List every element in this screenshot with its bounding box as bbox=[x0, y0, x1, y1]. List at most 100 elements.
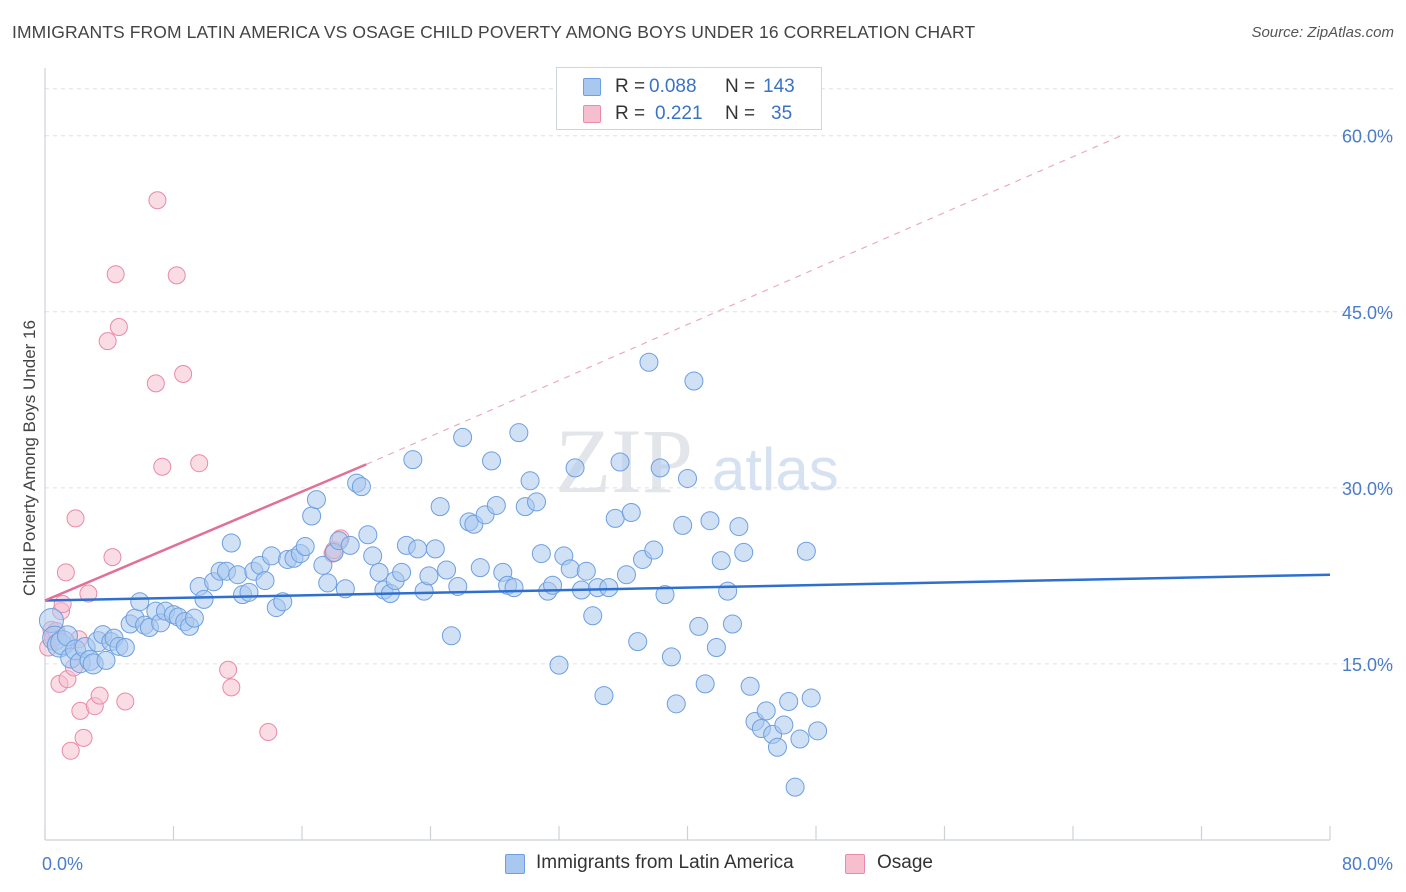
latin-america-point bbox=[718, 581, 738, 601]
latin-america-point bbox=[430, 497, 450, 517]
y-tick-label: 30.0% bbox=[1342, 479, 1393, 499]
latin-america-point bbox=[650, 458, 670, 478]
latin-america-point bbox=[408, 539, 428, 559]
latin-america-point bbox=[453, 427, 473, 447]
y-tick-label: 15.0% bbox=[1342, 655, 1393, 675]
latin-america-point bbox=[306, 490, 326, 510]
latin-america-point bbox=[576, 561, 596, 581]
osage-trend-extension bbox=[366, 135, 1122, 465]
legend-swatch-blue bbox=[583, 78, 601, 96]
latin-america-point bbox=[628, 632, 648, 652]
latin-america-point bbox=[684, 371, 704, 391]
latin-america-point bbox=[369, 562, 389, 582]
latin-america-point bbox=[358, 525, 378, 545]
latin-america-points bbox=[38, 352, 828, 797]
osage-point bbox=[98, 332, 117, 351]
latin-america-point bbox=[661, 647, 681, 667]
osage-point bbox=[222, 678, 241, 697]
latin-america-point bbox=[756, 701, 776, 721]
latin-america-point bbox=[228, 565, 248, 585]
y-tick-label: 60.0% bbox=[1342, 127, 1393, 147]
latin-america-point bbox=[666, 694, 686, 714]
osage-point bbox=[153, 457, 172, 476]
latin-america-point bbox=[403, 450, 423, 470]
series-legend-label-osage: Osage bbox=[877, 852, 933, 873]
latin-america-point bbox=[767, 737, 787, 757]
latin-america-point bbox=[273, 592, 293, 612]
osage-point bbox=[146, 374, 165, 393]
latin-america-point bbox=[115, 637, 135, 657]
osage-point bbox=[66, 509, 85, 528]
legend-r-label: R = bbox=[615, 103, 646, 124]
latin-america-point bbox=[695, 674, 715, 694]
legend-r-value: 0.221 bbox=[655, 103, 703, 124]
latin-america-point bbox=[711, 551, 731, 571]
latin-america-point bbox=[130, 592, 150, 612]
latin-america-point bbox=[486, 495, 506, 515]
latin-america-point bbox=[363, 546, 383, 566]
latin-america-point bbox=[221, 533, 241, 553]
latin-america-point bbox=[678, 468, 697, 488]
axes bbox=[44, 68, 1331, 841]
latin-america-point bbox=[255, 571, 275, 591]
osage-point bbox=[116, 692, 135, 711]
latin-america-point bbox=[734, 542, 754, 562]
watermark: ZIP atlas bbox=[555, 410, 839, 512]
latin-america-point bbox=[700, 511, 720, 531]
legend-row-latin-america: R = 0.088 N = 143 bbox=[557, 74, 823, 100]
latin-america-point bbox=[470, 558, 490, 578]
latin-america-point bbox=[531, 544, 551, 564]
watermark-atlas: atlas bbox=[712, 436, 839, 503]
legend-r-label: R = bbox=[615, 76, 646, 97]
latin-america-point bbox=[621, 502, 641, 522]
series-legend: Immigrants from Latin America Osage bbox=[0, 851, 1406, 877]
latin-america-point bbox=[729, 517, 749, 537]
latin-america-trend-line bbox=[44, 573, 1331, 602]
latin-america-point bbox=[583, 606, 603, 626]
latin-america-point bbox=[313, 555, 333, 575]
latin-america-point bbox=[184, 608, 204, 628]
legend-swatch-pink bbox=[583, 105, 601, 123]
series-legend-swatch-blue bbox=[505, 854, 525, 874]
latin-america-point bbox=[616, 565, 636, 585]
legend-n-label: N = bbox=[725, 76, 756, 97]
latin-america-point bbox=[437, 560, 457, 580]
x-tick-label: 0.0% bbox=[42, 854, 83, 874]
legend-row-osage: R = 0.221 N = 35 bbox=[557, 101, 823, 127]
x-tick-label: 80.0% bbox=[1342, 854, 1393, 874]
latin-america-point bbox=[796, 541, 816, 561]
osage-point bbox=[79, 584, 98, 603]
latin-america-point bbox=[740, 676, 760, 696]
latin-america-point bbox=[527, 492, 547, 512]
latin-america-point bbox=[318, 573, 338, 593]
osage-point bbox=[148, 191, 167, 210]
osage-point bbox=[74, 728, 93, 747]
latin-america-point bbox=[779, 691, 799, 711]
latin-america-point bbox=[801, 688, 821, 708]
latin-america-point bbox=[565, 458, 585, 478]
latin-america-point bbox=[639, 352, 659, 372]
osage-point bbox=[190, 454, 209, 473]
latin-america-point bbox=[509, 423, 529, 443]
latin-america-point bbox=[504, 578, 524, 598]
latin-america-point bbox=[689, 616, 709, 636]
latin-america-point bbox=[194, 589, 214, 609]
series-legend-label-latin-america: Immigrants from Latin America bbox=[536, 852, 794, 873]
osage-point bbox=[259, 723, 278, 742]
latin-america-point bbox=[808, 721, 828, 741]
osage-point bbox=[103, 548, 122, 567]
osage-point bbox=[56, 563, 75, 582]
latin-america-point bbox=[673, 515, 693, 535]
osage-trend-line bbox=[44, 463, 367, 602]
latin-america-point bbox=[239, 582, 259, 602]
latin-america-point bbox=[790, 729, 810, 749]
latin-america-point bbox=[599, 578, 619, 598]
series-legend-swatch-pink bbox=[845, 854, 865, 874]
latin-america-point bbox=[340, 535, 360, 555]
latin-america-point bbox=[392, 562, 412, 582]
latin-america-point bbox=[425, 539, 445, 559]
latin-america-point bbox=[482, 451, 502, 471]
latin-america-point bbox=[706, 637, 726, 657]
y-tick-label: 45.0% bbox=[1342, 303, 1393, 323]
source-label: Source: ZipAtlas.com bbox=[1251, 24, 1394, 41]
